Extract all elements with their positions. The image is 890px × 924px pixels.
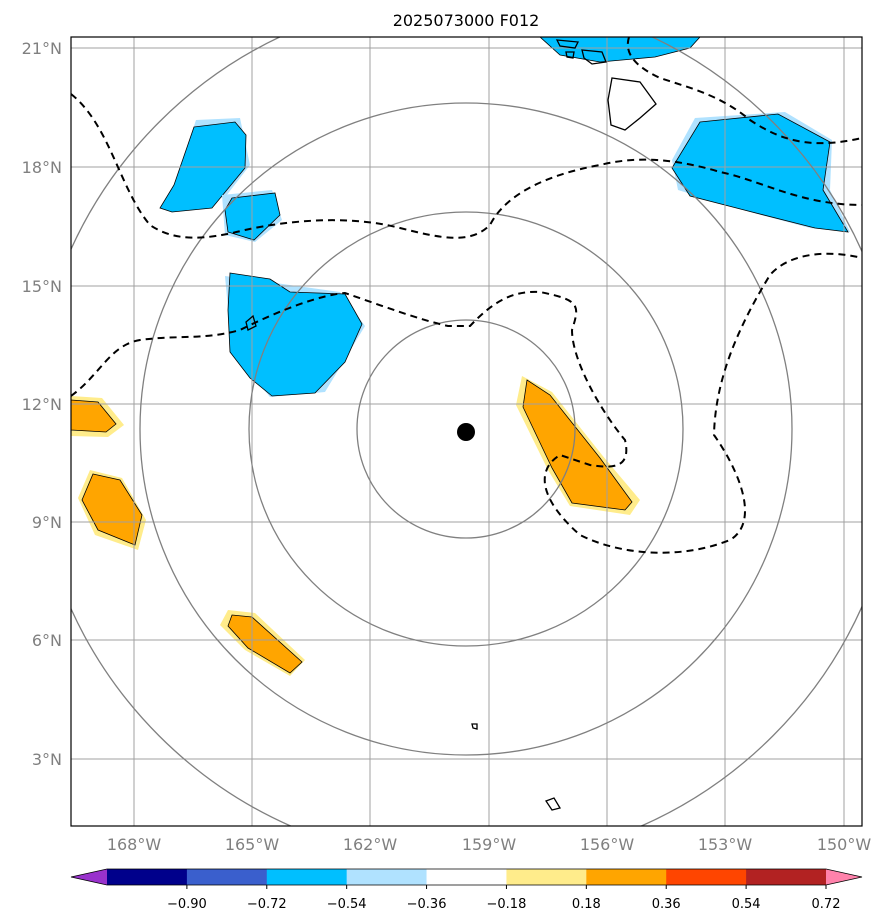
- range-rings: [71, 37, 862, 826]
- range-ring: [248, 211, 684, 647]
- latitude-labels: 21°N 18°N 15°N 12°N 9°N 6°N 3°N: [22, 39, 62, 769]
- lat-label: 21°N: [22, 39, 62, 58]
- lon-label: 165°W: [225, 835, 280, 854]
- blue-anomaly-regions: [159, 37, 850, 397]
- island-outline: [581, 49, 607, 65]
- colorbar-extend-high: [826, 869, 862, 885]
- colorbar-segment: [506, 869, 587, 885]
- map-area: [71, 37, 862, 826]
- longitude-labels: 168°W 165°W 162°W 159°W 156°W 153°W 150°…: [107, 835, 872, 854]
- colorbar-tick-label: −0.18: [487, 897, 527, 912]
- colorbar-segment: [586, 869, 667, 885]
- island-outline: [555, 39, 580, 49]
- colorbar-segments: [71, 869, 862, 885]
- colorbar-segment: [186, 869, 268, 885]
- lon-label: 168°W: [107, 835, 162, 854]
- figure-title: 2025073000 F012: [393, 11, 540, 30]
- graticule: [71, 37, 862, 826]
- colorbar-tick-label: −0.54: [327, 897, 367, 912]
- anomaly-region: [71, 399, 117, 433]
- colorbar-segment: [426, 869, 507, 885]
- island-outline: [545, 797, 562, 811]
- colorbar-tick-label: 0.36: [652, 897, 681, 912]
- anomaly-region: [671, 113, 849, 233]
- lon-label: 156°W: [580, 835, 635, 854]
- anomaly-region: [227, 272, 363, 397]
- lat-label: 18°N: [22, 158, 62, 177]
- lon-label: 159°W: [462, 835, 517, 854]
- colorbar-tick-label: −0.36: [407, 897, 447, 912]
- contour-line: [71, 252, 862, 554]
- colorbar-tick-label: 0.54: [732, 897, 761, 912]
- colorbar-tick-label: 0.72: [812, 897, 841, 912]
- colorbar-segment: [666, 869, 747, 885]
- colorbar-segment: [107, 869, 188, 885]
- lat-label: 12°N: [22, 395, 62, 414]
- lat-label: 15°N: [22, 277, 62, 296]
- range-ring: [139, 102, 793, 756]
- colorbar-tick-label: 0.18: [572, 897, 601, 912]
- orange-anomaly-regions: [71, 376, 640, 676]
- colorbar-tick-label: −0.72: [247, 897, 287, 912]
- lat-label: 6°N: [32, 631, 62, 650]
- contour-line: [71, 93, 862, 239]
- colorbar-segment: [746, 869, 827, 885]
- lat-label: 3°N: [32, 750, 62, 769]
- range-ring: [356, 319, 576, 539]
- island-outline: [245, 314, 257, 331]
- dashed-contours: [71, 37, 862, 554]
- lon-label: 153°W: [698, 835, 753, 854]
- colorbar-segment: [266, 869, 348, 885]
- contour-line: [626, 37, 862, 145]
- colorbar-segment: [346, 869, 428, 885]
- map-frame: [70, 36, 863, 827]
- colorbar-labels: −0.90 −0.72 −0.54 −0.36 −0.18 0.18 0.36 0.54 0.7…: [167, 885, 841, 912]
- storm-center-marker: [457, 423, 475, 441]
- anomaly-region: [522, 379, 633, 511]
- coastlines: [245, 39, 657, 811]
- anomaly-region: [539, 37, 701, 63]
- lat-label: 9°N: [32, 513, 62, 532]
- anomaly-region: [81, 473, 143, 546]
- colorbar-tick-label: −0.90: [167, 897, 207, 912]
- island-outline: [565, 51, 575, 59]
- colorbar: −0.90 −0.72 −0.54 −0.36 −0.18 0.18 0.36 0.54 0.7…: [70, 868, 863, 912]
- island-outline: [607, 77, 657, 131]
- colorbar-extend-low: [71, 869, 107, 885]
- lon-label: 162°W: [343, 835, 398, 854]
- lon-label: 150°W: [817, 835, 872, 854]
- island-outline: [471, 723, 478, 730]
